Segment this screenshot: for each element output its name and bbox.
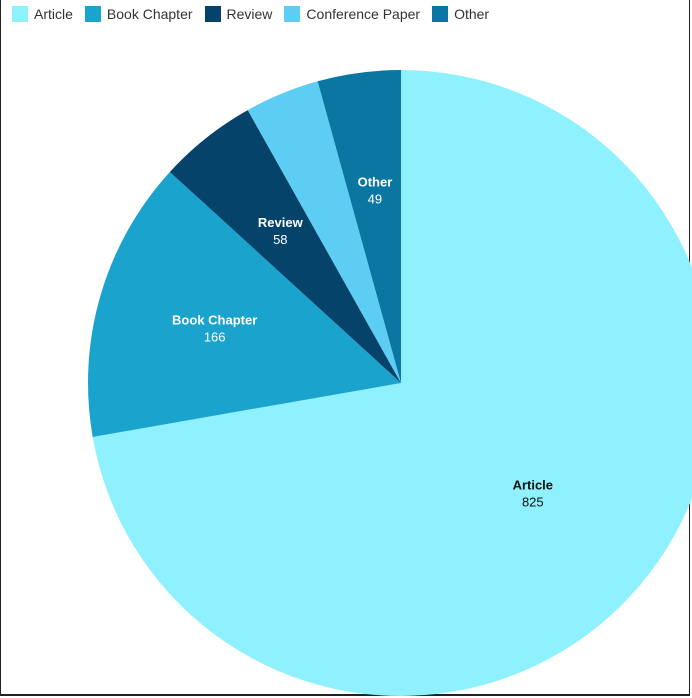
legend-swatch: [204, 6, 221, 22]
slice-label-other: Other: [358, 175, 393, 190]
legend-item-other[interactable]: Other: [432, 6, 489, 22]
legend-swatch: [12, 6, 28, 22]
slice-label-book-chapter: Book Chapter: [172, 313, 257, 328]
pie-slice-review[interactable]: [169, 110, 401, 384]
slice-value-article: 825: [522, 495, 544, 510]
legend-label: Review: [226, 6, 273, 22]
pie-slice-article[interactable]: [92, 70, 692, 696]
legend-label: Conference Paper: [306, 6, 421, 22]
pie-slice-conference-paper[interactable]: [247, 81, 401, 383]
legend-swatch: [432, 6, 449, 22]
slice-label-article: Article: [513, 478, 553, 493]
pie-slice-book-chapter[interactable]: [88, 171, 402, 437]
pie-slice-other[interactable]: [317, 70, 401, 383]
slice-value-review: 58: [273, 232, 287, 247]
legend-item-book-chapter[interactable]: Book Chapter: [84, 6, 193, 22]
slice-value-book-chapter: 166: [204, 330, 226, 345]
legend-item-conference-paper[interactable]: Conference Paper: [284, 6, 420, 22]
legend-swatch: [84, 6, 101, 22]
legend: Article Book Chapter Review Conference Pape…: [12, 6, 489, 22]
slice-value-other: 49: [368, 192, 382, 207]
legend-item-article[interactable]: Article: [12, 6, 73, 22]
legend-label: Other: [454, 6, 490, 22]
legend-swatch: [284, 6, 301, 22]
legend-item-review[interactable]: Review: [204, 6, 273, 22]
legend-label: Article: [34, 6, 73, 22]
legend-label: Book Chapter: [106, 6, 193, 22]
slice-label-review: Review: [258, 215, 304, 230]
